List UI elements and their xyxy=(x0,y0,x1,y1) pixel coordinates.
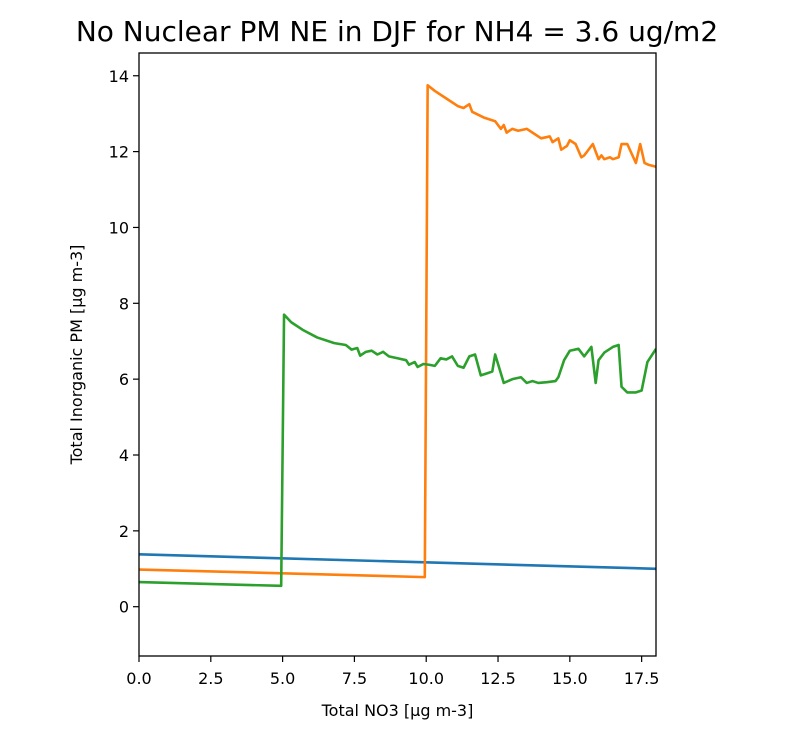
x-tick-label: 17.5 xyxy=(624,669,660,688)
y-tick-label: 8 xyxy=(119,294,129,313)
x-tick-label: 7.5 xyxy=(342,669,367,688)
plot-area-frame xyxy=(138,52,657,657)
x-axis: 0.0 2.5 5.0 7.5 10.0 12.5 15.0 17.5 xyxy=(126,656,659,688)
y-tick-label: 6 xyxy=(119,370,129,389)
x-axis-label: Total NO3 [µg m-3] xyxy=(321,701,474,720)
x-tick-label: 12.5 xyxy=(480,669,516,688)
y-axis: 0 2 4 6 8 10 12 14 xyxy=(109,67,139,617)
x-tick-label: 5.0 xyxy=(270,669,295,688)
y-tick-label: 0 xyxy=(119,598,129,617)
y-tick-label: 14 xyxy=(109,67,129,86)
y-tick-label: 10 xyxy=(109,218,129,237)
x-tick-label: 10.0 xyxy=(408,669,444,688)
series-line-2 xyxy=(139,83,656,579)
x-tick-label: 0.0 xyxy=(126,669,151,688)
y-tick-label: 4 xyxy=(119,446,129,465)
y-tick-label: 12 xyxy=(109,143,129,162)
chart-title: No Nuclear PM NE in DJF for NH4 = 3.6 ug… xyxy=(76,15,718,48)
x-tick-label: 15.0 xyxy=(552,669,588,688)
x-tick-label: 2.5 xyxy=(198,669,223,688)
series-line-1 xyxy=(139,553,656,571)
y-axis-label: Total Inorganic PM [µg m-3] xyxy=(67,245,86,466)
series-line-3 xyxy=(139,313,656,588)
y-tick-label: 2 xyxy=(119,522,129,541)
